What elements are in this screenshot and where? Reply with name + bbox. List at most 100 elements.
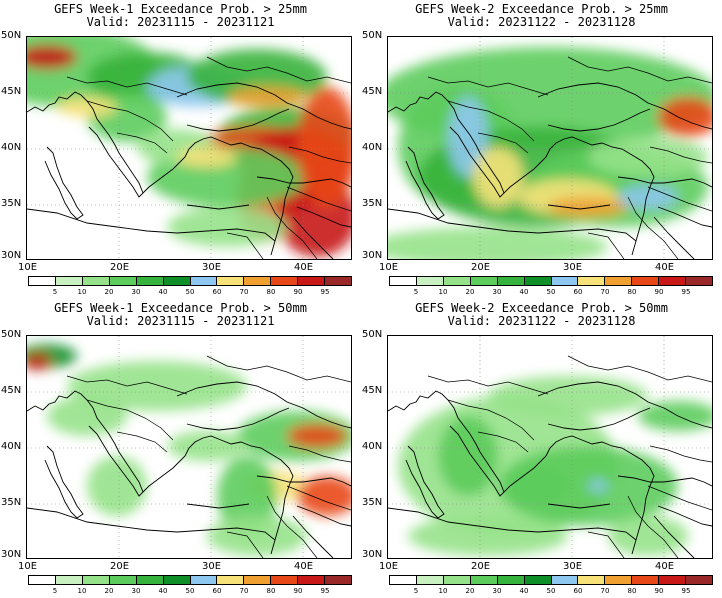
- colorbar-label: 5: [413, 288, 419, 296]
- lat-label: 45N: [1, 86, 22, 97]
- coastline: [388, 208, 637, 242]
- colorbar-label: 5: [413, 587, 419, 595]
- coastline: [142, 136, 294, 256]
- colorbar-label: 80: [266, 288, 276, 296]
- coastline: [176, 82, 351, 130]
- colorbar-swatch: [443, 576, 471, 584]
- colorbar-swatch: [271, 576, 299, 584]
- lat-label: 45N: [362, 86, 383, 97]
- coastline: [176, 381, 351, 429]
- colorbar-swatch: [244, 277, 272, 285]
- country-border: [587, 531, 625, 558]
- probability-blob: [27, 45, 77, 69]
- probability-blob: [658, 97, 712, 137]
- coastline: [292, 216, 334, 259]
- probability-blob: [227, 87, 307, 107]
- colorbar-swatch: [578, 576, 606, 584]
- coastline: [296, 505, 351, 527]
- lat-label: 45N: [362, 385, 383, 396]
- colorbar-label: 90: [654, 587, 664, 595]
- colorbar-label: 40: [519, 288, 529, 296]
- colorbar-swatch: [605, 277, 633, 285]
- probability-blob: [608, 516, 688, 556]
- probability-blob: [67, 361, 247, 411]
- colorbar-swatch: [298, 277, 326, 285]
- lon-label: 20E: [110, 561, 130, 572]
- probability-blob: [177, 147, 237, 167]
- probability-field: [27, 37, 351, 257]
- lon-label: 40E: [655, 262, 675, 273]
- probability-blob: [438, 416, 498, 496]
- probability-field: [388, 47, 712, 259]
- colorbar-label: 50: [546, 587, 556, 595]
- lon-label: 40E: [294, 262, 314, 273]
- colorbar-swatch: [686, 277, 713, 285]
- colorbar: [28, 575, 352, 585]
- country-border: [116, 132, 168, 154]
- panel-week1-25mm: GEFS Week-1 Exceedance Prob. > 25mm Vali…: [0, 0, 361, 299]
- colorbar-label: 20: [104, 587, 114, 595]
- probability-blob: [448, 97, 488, 177]
- probability-field: [27, 344, 351, 556]
- colorbar-swatch: [271, 277, 299, 285]
- lat-label: 30N: [1, 549, 22, 560]
- coastline: [27, 507, 276, 541]
- coastline: [405, 445, 445, 519]
- country-border: [627, 196, 679, 259]
- coastline: [256, 475, 351, 487]
- coastline: [657, 206, 712, 228]
- coastline: [653, 216, 695, 259]
- panel-week1-50mm: GEFS Week-1 Exceedance Prob. > 50mm Vali…: [0, 299, 361, 598]
- coastline: [186, 204, 250, 210]
- probability-map: [387, 36, 713, 260]
- lon-label: 30E: [202, 262, 222, 273]
- probability-blob: [167, 207, 287, 247]
- colorbar-label: 10: [77, 587, 87, 595]
- probability-blob: [548, 197, 628, 217]
- country-border: [647, 485, 712, 511]
- lat-label: 50N: [362, 30, 383, 41]
- panel-week2-50mm: GEFS Week-2 Exceedance Prob. > 50mm Vali…: [361, 299, 722, 598]
- colorbar-label: 70: [239, 288, 249, 296]
- panel-title: GEFS Week-2 Exceedance Prob. > 50mm: [415, 301, 668, 315]
- probability-blob: [167, 431, 247, 461]
- coastline: [537, 82, 712, 130]
- panel-title: GEFS Week-2 Exceedance Prob. > 25mm: [415, 2, 668, 16]
- map-canvas: [388, 37, 712, 259]
- colorbar-swatch: [55, 576, 83, 584]
- country-border: [226, 232, 264, 259]
- country-border: [206, 56, 351, 84]
- lon-label: 10E: [18, 262, 38, 273]
- colorbar-swatch: [217, 277, 245, 285]
- colorbar-label: 5: [52, 288, 58, 296]
- colorbar-label: 90: [293, 288, 303, 296]
- panel-valid-dates: Valid: 20231122 - 20231128: [447, 314, 636, 328]
- colorbar-swatch: [497, 576, 525, 584]
- colorbar-swatch: [109, 576, 137, 584]
- country-border: [116, 431, 168, 453]
- probability-field: [398, 376, 712, 556]
- colorbar-swatch: [524, 576, 552, 584]
- panel-valid-dates: Valid: 20231115 - 20231121: [86, 15, 275, 29]
- probability-map: [26, 335, 352, 559]
- colorbar-swatch: [82, 576, 110, 584]
- colorbar-swatch: [163, 277, 191, 285]
- country-border: [66, 375, 188, 395]
- probability-blob: [27, 354, 51, 370]
- colorbar-swatch: [605, 576, 633, 584]
- colorbar-swatch: [163, 576, 191, 584]
- colorbar-label: 90: [654, 288, 664, 296]
- colorbar-label: 50: [185, 288, 195, 296]
- lat-label: 35N: [1, 497, 22, 508]
- coastline: [388, 91, 505, 198]
- probability-blob: [508, 466, 568, 506]
- country-border: [288, 146, 351, 164]
- coastline: [503, 435, 655, 555]
- country-border: [567, 56, 712, 84]
- colorbar-swatch: [29, 576, 56, 584]
- lon-label: 30E: [563, 262, 583, 273]
- colorbar-swatch: [659, 576, 687, 584]
- coastline: [44, 445, 84, 519]
- coastline: [653, 515, 695, 558]
- country-border: [266, 196, 318, 259]
